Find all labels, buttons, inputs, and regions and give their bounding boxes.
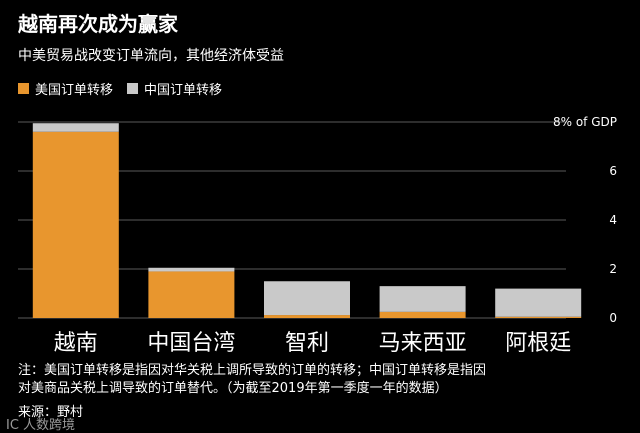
bar-china-shift <box>495 288 582 317</box>
y-tick-label: 6 <box>609 164 617 178</box>
y-tick-label: 2 <box>609 262 617 276</box>
chart-notes: 注：美国订单转移是指因对华关税上调所导致的订单的转移；中国订单转移是指因 对美商… <box>18 362 486 398</box>
bar-china-shift <box>148 267 235 272</box>
watermark: IC 人数跨境 <box>6 418 76 433</box>
x-tick-label: 中国台湾 <box>147 331 235 356</box>
chart-legend: 美国订单转移 中国订单转移 <box>18 79 236 98</box>
legend-item-us-shift: 美国订单转移 <box>18 79 113 98</box>
y-tick-label: 8% of GDP <box>553 115 617 129</box>
bar-china-shift <box>379 286 466 312</box>
x-tick-label: 阿根廷 <box>505 331 571 356</box>
bar-us-shift <box>32 131 119 318</box>
chart-source: 来源：野村 <box>18 405 84 420</box>
bar-china-shift <box>32 123 119 132</box>
legend-label-china-shift: 中国订单转移 <box>144 83 223 98</box>
y-tick-label: 0 <box>609 311 617 325</box>
legend-swatch-us-shift <box>18 83 29 94</box>
note-line: 对美商品关税上调导致的订单替代。（为截至2019年第一季度一年的数据） <box>18 381 448 396</box>
bar-us-shift <box>379 311 466 318</box>
legend-label-us-shift: 美国订单转移 <box>35 83 114 98</box>
bar-china-shift <box>264 281 350 316</box>
chart-subtitle: 中美贸易战改变订单流向，其他经济体受益 <box>18 48 284 64</box>
x-tick-label: 越南 <box>54 331 98 356</box>
bar-us-shift <box>495 316 582 318</box>
chart-title: 越南再次成为赢家 <box>18 12 178 36</box>
bar-us-shift <box>148 271 235 318</box>
x-tick-label: 智利 <box>285 331 329 356</box>
y-tick-label: 4 <box>609 213 617 227</box>
legend-swatch-china-shift <box>127 83 139 94</box>
bar-us-shift <box>264 315 350 318</box>
legend-item-china-shift: 中国订单转移 <box>127 79 222 98</box>
note-line: 注：美国订单转移是指因对华关税上调所导致的订单的转移；中国订单转移是指因 <box>18 363 487 378</box>
x-tick-label: 马来西亚 <box>379 331 467 356</box>
